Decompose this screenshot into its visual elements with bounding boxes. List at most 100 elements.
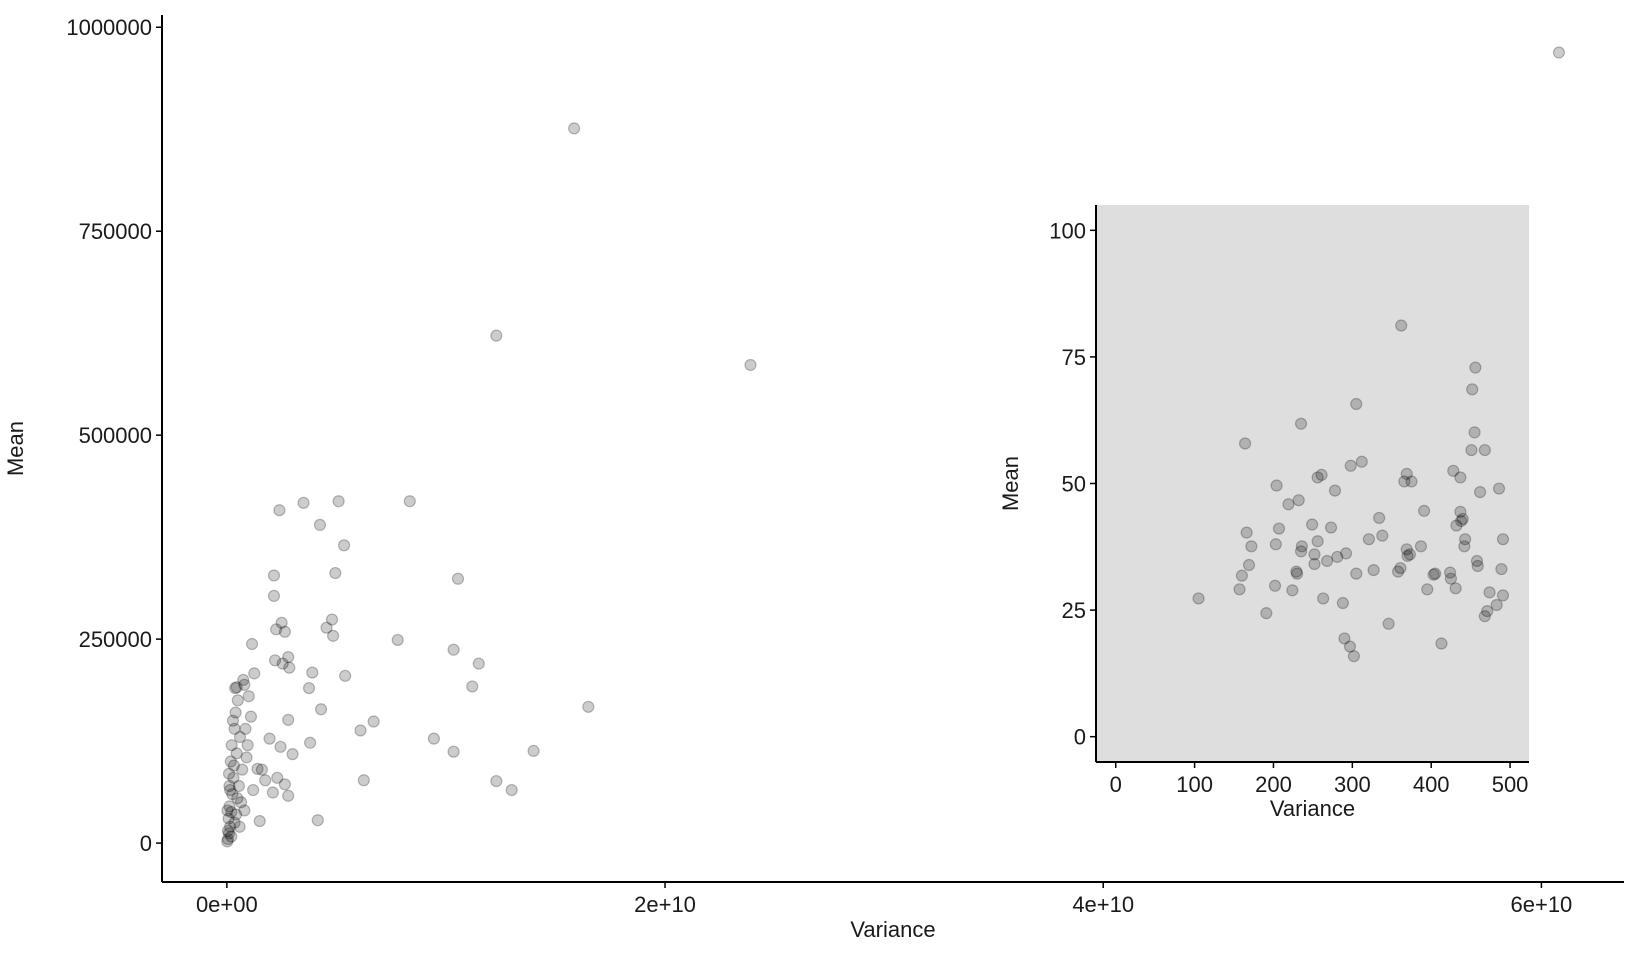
point xyxy=(230,681,243,694)
point xyxy=(1242,558,1256,572)
point xyxy=(268,654,282,667)
point xyxy=(1459,533,1472,546)
point xyxy=(447,643,460,656)
point xyxy=(1398,475,1411,488)
point xyxy=(233,730,247,744)
point xyxy=(225,830,238,843)
point xyxy=(1320,554,1334,568)
point xyxy=(329,566,342,580)
point xyxy=(1315,468,1328,481)
point xyxy=(241,739,254,752)
point xyxy=(1400,543,1413,556)
point xyxy=(238,804,251,817)
point xyxy=(1338,632,1351,645)
point xyxy=(313,518,327,532)
point xyxy=(1401,549,1414,563)
point xyxy=(403,495,416,508)
point xyxy=(1483,586,1496,599)
point xyxy=(273,504,286,517)
point xyxy=(1435,637,1448,650)
point xyxy=(1474,486,1487,499)
point xyxy=(582,700,595,713)
point xyxy=(1478,443,1491,457)
point xyxy=(490,774,503,788)
point xyxy=(244,710,258,723)
point xyxy=(568,122,581,135)
point xyxy=(286,748,299,761)
point xyxy=(306,666,319,679)
x-tick-label: 6e+10 xyxy=(1511,892,1573,917)
point xyxy=(1308,557,1321,571)
point xyxy=(1394,561,1407,575)
point xyxy=(229,808,243,821)
point xyxy=(1465,443,1478,457)
x-tick-label: 4e+10 xyxy=(1072,892,1134,917)
point xyxy=(223,779,236,793)
point xyxy=(1421,583,1434,596)
point xyxy=(1405,475,1418,488)
point xyxy=(1367,563,1380,577)
point xyxy=(332,495,345,508)
y-tick-label: 75 xyxy=(1062,345,1086,370)
point xyxy=(236,763,249,776)
point xyxy=(1449,582,1462,595)
point xyxy=(311,814,324,827)
x-tick-label: 100 xyxy=(1176,772,1213,797)
point xyxy=(282,789,295,802)
point xyxy=(239,722,252,735)
point xyxy=(1292,494,1305,507)
point xyxy=(427,732,440,745)
point xyxy=(1270,479,1283,492)
point xyxy=(259,774,272,787)
point xyxy=(267,569,281,582)
point xyxy=(1470,554,1484,568)
y-axis-title: Mean xyxy=(998,456,1023,511)
point xyxy=(266,786,279,799)
point xyxy=(1362,533,1375,546)
point xyxy=(221,824,235,837)
point xyxy=(229,681,242,695)
point xyxy=(1238,437,1252,450)
point xyxy=(1355,455,1368,468)
point xyxy=(1418,504,1431,517)
point xyxy=(1295,540,1308,553)
point xyxy=(231,694,244,707)
point xyxy=(1294,545,1308,558)
point xyxy=(1376,529,1389,542)
point xyxy=(527,744,540,757)
point xyxy=(276,657,289,670)
point xyxy=(231,792,244,805)
point xyxy=(229,706,242,719)
point xyxy=(314,703,328,716)
point xyxy=(278,625,292,638)
point xyxy=(1344,459,1357,472)
point xyxy=(1382,617,1395,630)
point xyxy=(1286,584,1299,597)
x-tick-label: 400 xyxy=(1413,772,1450,797)
point xyxy=(227,771,240,784)
point xyxy=(1336,596,1349,610)
point xyxy=(1331,550,1344,564)
point xyxy=(221,835,234,848)
point xyxy=(1350,397,1363,411)
point xyxy=(237,673,250,687)
point xyxy=(1308,548,1321,561)
point xyxy=(248,667,261,680)
point xyxy=(325,613,339,626)
point xyxy=(451,572,465,585)
point xyxy=(357,774,370,787)
point xyxy=(1291,567,1304,580)
point xyxy=(327,629,340,642)
point xyxy=(1373,511,1386,525)
point xyxy=(304,736,317,749)
point xyxy=(253,814,266,828)
point xyxy=(1235,569,1249,582)
point xyxy=(240,751,253,764)
point xyxy=(447,745,460,758)
point xyxy=(221,832,235,846)
point xyxy=(1458,540,1471,553)
point xyxy=(1245,540,1258,553)
point xyxy=(1471,559,1484,573)
point xyxy=(275,616,288,629)
point xyxy=(337,539,351,552)
